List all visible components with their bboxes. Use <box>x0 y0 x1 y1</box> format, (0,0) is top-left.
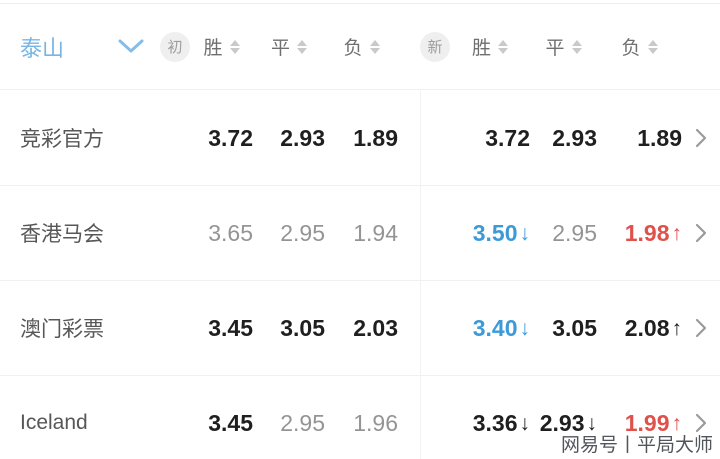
new-odds-value: 3.72 <box>485 124 530 151</box>
sort-arrows-icon <box>647 39 658 54</box>
new-odds-value: 3.36 <box>472 409 518 436</box>
trend-down-icon: ↓ <box>586 411 598 435</box>
new-odds-value: 3.50 <box>472 219 518 246</box>
new-odds-value: 2.95 <box>552 219 597 246</box>
odds-row[interactable]: 香港马会 3.65 2.95 1.94 3.50 ↓ 2.95 1.98 ↑ <box>0 186 720 281</box>
new-odds-value: 1.99 <box>624 409 670 436</box>
row-detail-link[interactable] <box>682 317 720 339</box>
new-odds-cell: 1.98 ↑ <box>597 220 682 247</box>
column-label-win: 胜 <box>203 38 223 59</box>
odds-row[interactable]: Iceland 3.45 2.95 1.96 3.36 ↓ 2.93 ↓ 1.99 ↑ <box>0 376 720 459</box>
sort-new-lose[interactable]: 负 <box>597 33 682 60</box>
chevron-right-icon <box>695 223 706 243</box>
team-name: 泰山 <box>20 35 65 61</box>
new-odds-cell: 1.99 ↑ <box>597 410 682 437</box>
odds-rows: 竞彩官方 3.72 2.93 1.89 3.72 2.93 1.89 香港马会 3.65 2.95… <box>0 91 720 459</box>
column-label-draw: 平 <box>270 38 290 59</box>
initial-odds-badge: 初 <box>160 31 190 62</box>
bookmaker-name: 竞彩官方 <box>20 128 104 151</box>
sort-arrows-icon <box>369 39 380 54</box>
row-detail-link[interactable] <box>682 127 720 149</box>
column-label-lose: 负 <box>343 38 363 59</box>
new-odds-value: 3.40 <box>472 314 518 341</box>
sort-arrows-icon <box>229 39 240 54</box>
new-odds-value: 3.05 <box>552 314 597 341</box>
sort-new-win[interactable]: 胜 <box>450 33 530 60</box>
column-label-lose: 负 <box>621 38 641 59</box>
column-label-win: 胜 <box>471 38 491 59</box>
sort-arrows-icon <box>297 39 307 54</box>
new-odds-cell: 3.72 <box>420 125 530 152</box>
initial-odds-value: 2.95 <box>280 409 325 436</box>
trend-down-icon: ↓ <box>519 411 531 435</box>
bookmaker-name: Iceland <box>20 411 88 434</box>
initial-odds-value: 2.03 <box>353 314 398 341</box>
trend-down-icon: ↓ <box>519 221 531 245</box>
row-detail-link[interactable] <box>682 412 720 434</box>
sort-arrows-icon <box>571 39 582 54</box>
new-odds-cell: 3.05 <box>530 315 597 342</box>
initial-odds-value: 1.94 <box>353 219 398 246</box>
new-odds-cell: 3.36 ↓ <box>420 410 530 437</box>
sort-initial-draw[interactable]: 平 <box>253 33 325 60</box>
initial-odds-value: 1.89 <box>353 124 398 151</box>
initial-odds-value: 3.05 <box>280 314 325 341</box>
chevron-right-icon <box>695 318 706 338</box>
trend-down-icon: ↓ <box>519 316 531 340</box>
initial-odds-value: 2.95 <box>280 219 325 246</box>
new-odds-value: 2.93 <box>552 124 597 151</box>
sort-new-draw[interactable]: 平 <box>530 33 597 60</box>
bookmaker-name: 澳门彩票 <box>20 318 104 341</box>
chevron-right-icon <box>695 413 706 433</box>
new-odds-badge: 新 <box>420 31 450 62</box>
chevron-down-icon <box>118 39 144 53</box>
column-label-draw: 平 <box>545 38 565 59</box>
odds-row[interactable]: 竞彩官方 3.72 2.93 1.89 3.72 2.93 1.89 <box>0 91 720 186</box>
new-odds-cell: 3.40 ↓ <box>420 315 530 342</box>
trend-up-icon: ↑ <box>671 221 683 245</box>
new-odds-cell: 2.93 <box>530 125 597 152</box>
trend-up-icon: ↑ <box>671 316 683 340</box>
trend-up-icon: ↑ <box>671 411 683 435</box>
row-detail-link[interactable] <box>682 222 720 244</box>
new-odds-cell: 2.95 <box>530 220 597 247</box>
new-odds-value: 2.08 <box>624 314 670 341</box>
initial-odds-value: 1.96 <box>353 409 398 436</box>
team-selector[interactable]: 泰山 <box>0 31 150 63</box>
top-divider <box>0 3 720 4</box>
new-odds-cell: 3.50 ↓ <box>420 220 530 247</box>
chevron-right-icon <box>695 128 706 148</box>
initial-odds-value: 3.65 <box>208 219 253 246</box>
sort-initial-win[interactable]: 胜 <box>190 33 253 60</box>
new-odds-cell: 1.89 <box>597 125 682 152</box>
table-header: 泰山 初 胜 平 负 新 胜 平 负 <box>0 4 720 90</box>
new-odds-value: 1.89 <box>637 124 682 151</box>
sort-initial-lose[interactable]: 负 <box>325 33 398 60</box>
new-odds-value: 1.98 <box>624 219 670 246</box>
column-divider <box>420 91 421 459</box>
new-odds-cell: 2.08 ↑ <box>597 315 682 342</box>
initial-odds-value: 3.45 <box>208 409 253 436</box>
sort-arrows-icon <box>498 39 508 54</box>
odds-row[interactable]: 澳门彩票 3.45 3.05 2.03 3.40 ↓ 3.05 2.08 ↑ <box>0 281 720 376</box>
initial-odds-value: 3.45 <box>208 314 253 341</box>
new-odds-cell: 2.93 ↓ <box>530 410 597 437</box>
initial-odds-value: 3.72 <box>208 124 253 151</box>
bookmaker-name: 香港马会 <box>20 223 104 246</box>
initial-odds-value: 2.93 <box>280 124 325 151</box>
new-odds-value: 2.93 <box>539 409 585 436</box>
